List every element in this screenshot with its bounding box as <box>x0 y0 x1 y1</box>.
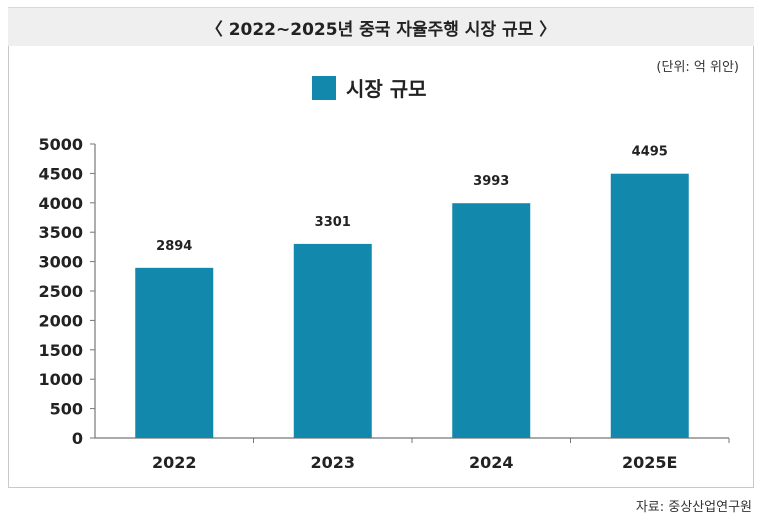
y-tick-label: 3000 <box>38 253 83 272</box>
y-tick-label: 500 <box>50 400 83 419</box>
bar <box>293 243 372 438</box>
x-tick-label: 2022 <box>152 453 197 472</box>
legend-swatch <box>312 75 336 100</box>
y-tick-label: 5000 <box>38 135 83 154</box>
y-tick-label: 0 <box>72 429 83 448</box>
data-label: 3993 <box>473 174 509 189</box>
y-tick-label: 3500 <box>38 223 83 242</box>
x-tick-label: 2024 <box>469 453 514 472</box>
y-tick-label: 4500 <box>38 164 83 183</box>
data-label: 4495 <box>632 145 668 160</box>
bar-chart: 0 500 1000 1500 2000 2500 3000 3500 4000 4500 5000… <box>38 135 730 472</box>
chart-panel: (단위: 억 위안) 시장 규모 0 500 1000 1500 2000 2500 300… <box>8 46 754 488</box>
x-tick-label: 2023 <box>310 453 355 472</box>
y-tick-label: 2500 <box>38 282 83 301</box>
y-tick-label: 4000 <box>38 194 83 213</box>
data-label: 3301 <box>315 215 351 230</box>
x-tick-label: 2025E <box>622 453 677 472</box>
bar <box>135 267 214 438</box>
y-tick-label: 2000 <box>38 311 83 330</box>
bar <box>610 173 689 438</box>
data-label: 2894 <box>156 239 192 254</box>
y-tick-label: 1500 <box>38 341 83 360</box>
bar <box>452 203 531 438</box>
unit-label: (단위: 억 위안) <box>656 60 739 75</box>
legend: 시장 규모 <box>312 73 427 102</box>
legend-label: 시장 규모 <box>346 77 427 101</box>
y-tick-label: 1000 <box>38 370 83 389</box>
source-label: 자료: 중상산업연구원 <box>635 500 752 515</box>
chart-title: 〈 2022~2025년 중국 자율주행 시장 규모 〉 <box>8 7 754 47</box>
